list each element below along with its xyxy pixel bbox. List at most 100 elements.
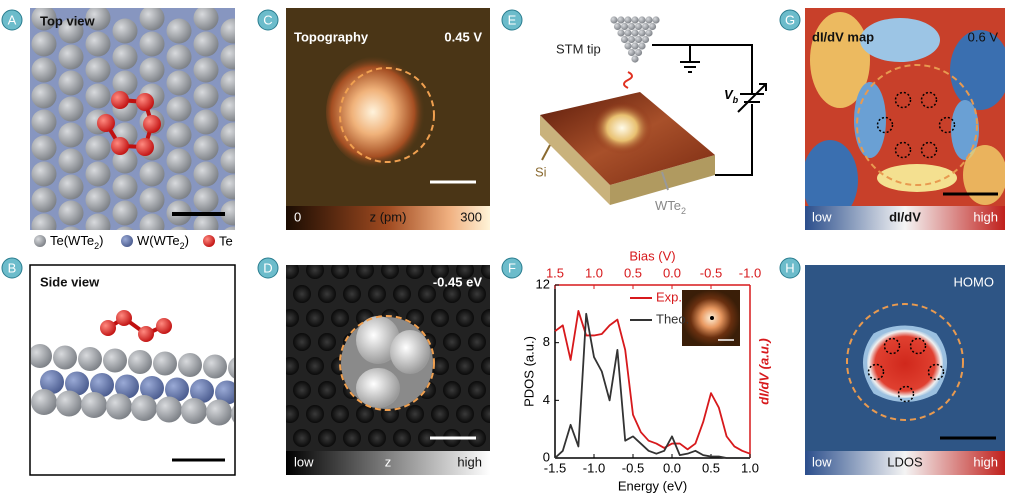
- te-atom: [58, 70, 84, 96]
- te-atom: [220, 70, 235, 96]
- x-tick-label: 0.5: [702, 460, 720, 475]
- tip-atom: [610, 16, 618, 24]
- panel-badge: [501, 9, 523, 31]
- surface-label: WTe2: [655, 198, 686, 216]
- te-molecule-atom: [143, 115, 161, 133]
- te-atom: [139, 161, 165, 187]
- legend-label: Te: [219, 233, 233, 248]
- te-atom: [31, 344, 52, 368]
- texture-dot: [368, 429, 386, 447]
- tip-atom: [631, 42, 639, 50]
- bias-label: Vb: [724, 87, 739, 105]
- colorbar-min: low: [812, 209, 832, 224]
- w-atom: [40, 370, 64, 394]
- te-atom: [220, 44, 235, 70]
- panel-badges: A B C D E F G H: [1, 9, 801, 279]
- site-marker: [938, 116, 956, 134]
- texture-dot: [343, 285, 361, 303]
- colorbar-label: z (pm): [370, 209, 407, 224]
- texture-dot: [431, 309, 449, 327]
- te-atom: [85, 57, 111, 83]
- panel-title: Top view: [40, 13, 96, 28]
- te-atom: [85, 83, 111, 109]
- panel-title: HOMO: [954, 274, 994, 289]
- y-tick-label: 0: [543, 449, 550, 464]
- te-atom: [166, 70, 192, 96]
- te-molecule-atom: [136, 93, 154, 111]
- dashed-circle: [856, 64, 978, 186]
- texture-dot: [393, 285, 411, 303]
- panel-letter: A: [8, 12, 17, 27]
- te-atom: [31, 187, 57, 213]
- texture-dot: [286, 357, 299, 375]
- blotch: [860, 18, 940, 62]
- te-atom: [231, 405, 234, 423]
- texture-dot: [406, 265, 424, 279]
- texture-dot: [443, 333, 461, 351]
- substrate-side: [610, 155, 715, 205]
- site-marker: [927, 363, 945, 381]
- tip-atom: [638, 42, 646, 50]
- te-atom: [58, 18, 84, 44]
- site-markers: [867, 337, 945, 403]
- bias-text: V: [724, 87, 734, 102]
- x-axis-label: Energy (eV): [618, 478, 687, 493]
- te-atom: [103, 348, 127, 373]
- te-atom: [31, 135, 57, 161]
- y-tick-label: 8: [543, 334, 550, 349]
- te-atom: [193, 8, 219, 31]
- panel-badge: [501, 257, 523, 279]
- atom-legend: Te(WTe2) W(WTe2) Te: [34, 233, 233, 251]
- texture-dot: [481, 265, 490, 279]
- texture-dot: [481, 309, 490, 327]
- blotch: [963, 145, 1005, 205]
- molecule-lobes: [341, 316, 433, 409]
- tip-atom: [627, 35, 636, 44]
- te-molecule-atom: [97, 114, 115, 132]
- panel-letter: E: [508, 12, 517, 27]
- texture-dot: [293, 285, 311, 303]
- blotch: [854, 82, 886, 158]
- texture-dot: [456, 265, 474, 279]
- tip-atom: [652, 16, 660, 24]
- lobe: [390, 330, 430, 374]
- site-marker: [894, 91, 912, 109]
- w-atom: [165, 377, 189, 402]
- texture-dot: [331, 309, 349, 327]
- setpoint: 0.6 V: [968, 29, 999, 44]
- te-atom: [56, 390, 82, 417]
- texture-dot: [493, 429, 511, 447]
- panel-badge: [257, 9, 279, 31]
- te-atom: [116, 226, 134, 230]
- te-atom: [58, 96, 84, 122]
- legend-text: Te(WTe: [50, 233, 94, 248]
- site-marker: [883, 337, 901, 355]
- tip-atom: [634, 22, 643, 31]
- x2-tick-label: 1.0: [585, 265, 603, 280]
- legend-text: W(WTe: [137, 233, 180, 248]
- texture-dot: [306, 309, 324, 327]
- te-atom: [181, 398, 207, 424]
- texture-dot: [431, 405, 449, 423]
- homo-orbital: [863, 325, 947, 402]
- texture-dot: [418, 429, 436, 447]
- te-molecule-atom: [111, 137, 129, 155]
- te-atom: [85, 8, 111, 31]
- te-atom: [193, 161, 219, 187]
- te-atom: [178, 353, 202, 377]
- tip-atom: [624, 16, 632, 24]
- legend-text: ): [99, 233, 103, 248]
- series-line: [554, 310, 751, 455]
- texture-dot: [286, 309, 299, 327]
- x-tick-label: -1.0: [583, 460, 605, 475]
- texture-dot: [293, 381, 311, 399]
- te-molecule-atom: [116, 310, 132, 326]
- te-atom: [220, 18, 235, 44]
- texture-dot: [368, 285, 386, 303]
- panel-letter: C: [263, 12, 272, 27]
- y2-axis-label: dI/dV (a.u.): [756, 338, 771, 404]
- colorbar: [286, 206, 490, 230]
- panel-badge: [1, 9, 23, 31]
- panel-badge: [779, 257, 801, 279]
- texture-dot: [431, 265, 449, 279]
